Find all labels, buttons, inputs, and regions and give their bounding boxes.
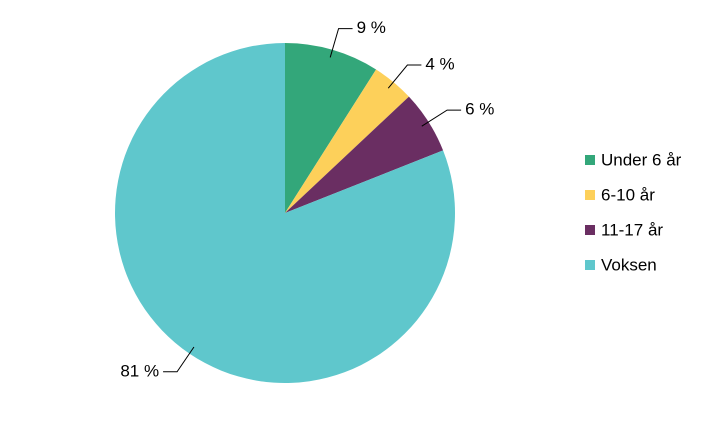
legend-label: Under 6 år	[601, 150, 682, 169]
pie-slice	[285, 96, 444, 213]
legend-label: 6-10 år	[601, 185, 655, 204]
data-label: 6 %	[465, 100, 494, 119]
leader-line	[421, 109, 462, 127]
legend-swatch	[585, 225, 595, 235]
data-label: 81 %	[120, 361, 159, 380]
legend-label: Voksen	[601, 255, 657, 274]
pie-slice	[115, 42, 456, 383]
leader-line	[329, 28, 353, 58]
pie-slice	[285, 43, 377, 213]
data-label: 9 %	[357, 18, 386, 37]
pie-slice	[285, 69, 409, 213]
legend-swatch	[585, 260, 595, 270]
legend-swatch	[585, 190, 595, 200]
data-label: 4 %	[425, 55, 454, 74]
leader-line	[387, 64, 422, 89]
leader-line	[163, 346, 195, 373]
legend-swatch	[585, 155, 595, 165]
legend-label: 11-17 år	[601, 220, 663, 239]
